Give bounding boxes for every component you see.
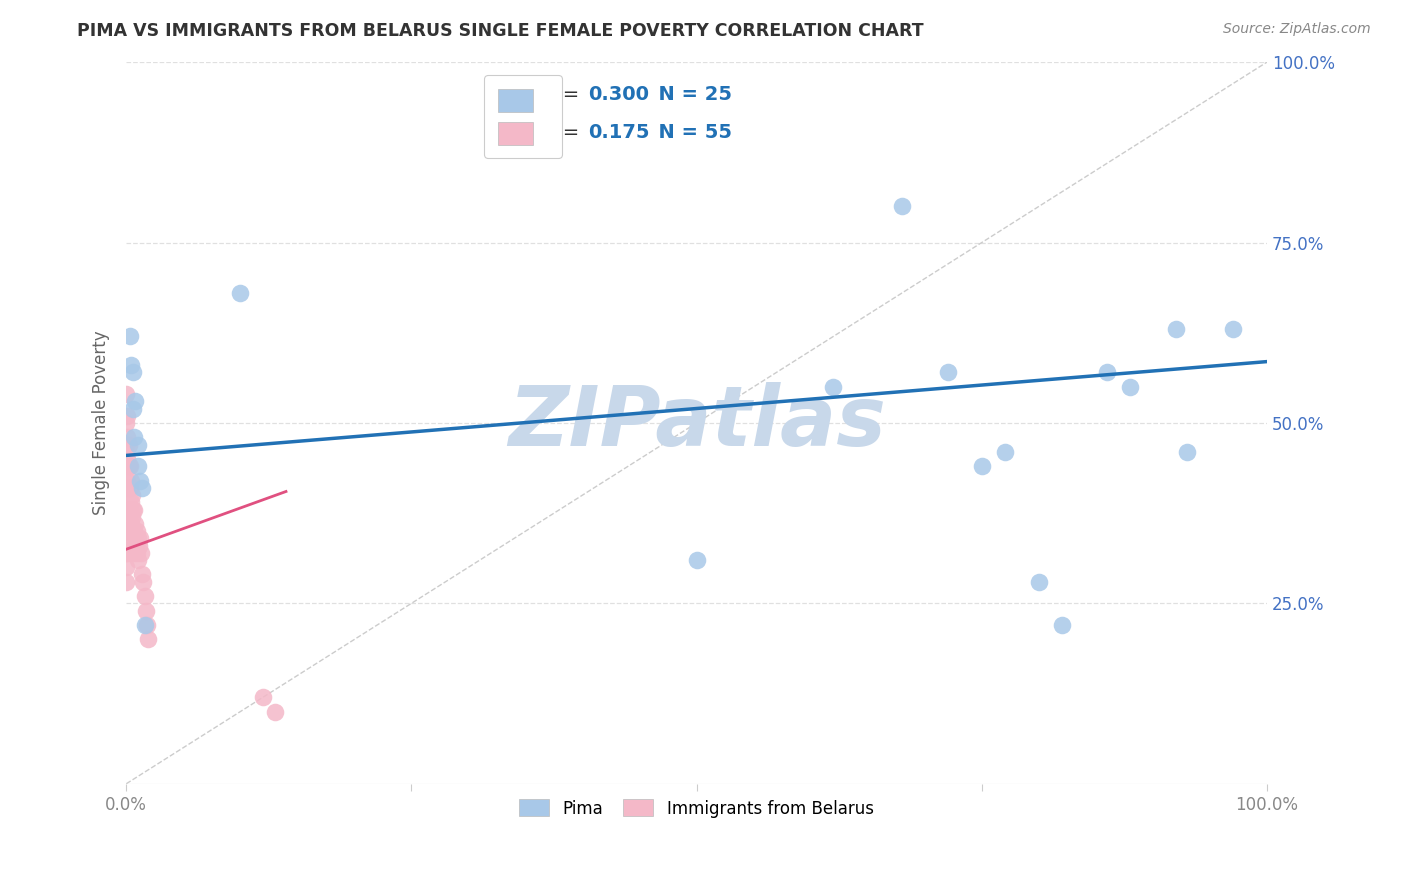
Text: 0.175: 0.175 (588, 123, 650, 143)
Point (229, 286, 252, 301)
Text: N = 55: N = 55 (645, 123, 733, 143)
Point (1095, 366, 1118, 380)
Point (122, 524, 145, 538)
Point (124, 546, 146, 560)
Point (1164, 322, 1187, 336)
Point (121, 509, 143, 524)
Point (127, 532, 149, 546)
Point (252, 690, 274, 705)
Legend: Pima, Immigrants from Belarus: Pima, Immigrants from Belarus (510, 791, 882, 826)
Point (124, 394, 146, 409)
Point (127, 459, 149, 474)
Point (118, 481, 141, 495)
Point (685, 553, 707, 567)
Point (117, 459, 139, 474)
Point (117, 474, 139, 488)
Point (129, 474, 152, 488)
Point (121, 488, 143, 502)
Point (1175, 445, 1198, 459)
Text: R =: R = (543, 123, 585, 143)
Point (131, 567, 153, 582)
Point (121, 532, 143, 546)
Point (124, 539, 146, 553)
Point (115, 437, 138, 451)
Point (115, 524, 138, 538)
Point (115, 546, 138, 560)
Text: ZIPatlas: ZIPatlas (508, 383, 886, 464)
Point (122, 401, 145, 416)
Point (124, 430, 146, 444)
Point (115, 574, 138, 589)
Text: Source: ZipAtlas.com: Source: ZipAtlas.com (1223, 22, 1371, 37)
Point (120, 495, 142, 509)
Point (129, 546, 152, 560)
Point (1222, 322, 1244, 336)
Point (118, 524, 141, 538)
Point (134, 618, 156, 632)
Point (120, 358, 142, 372)
Point (117, 481, 139, 495)
Point (117, 502, 139, 516)
Point (115, 481, 138, 495)
Point (117, 524, 139, 538)
Y-axis label: Single Female Poverty: Single Female Poverty (93, 331, 110, 516)
Point (128, 539, 150, 553)
Point (115, 416, 138, 430)
Text: 0.300: 0.300 (588, 85, 650, 104)
Point (1028, 574, 1050, 589)
Point (125, 524, 148, 538)
Point (117, 502, 139, 516)
Text: N = 25: N = 25 (645, 85, 733, 104)
Point (129, 532, 152, 546)
Point (117, 452, 139, 467)
Point (890, 199, 912, 213)
Point (124, 502, 146, 516)
Point (115, 387, 138, 401)
Point (135, 603, 157, 617)
Point (117, 524, 139, 538)
Point (135, 618, 157, 632)
Point (120, 539, 142, 553)
Point (823, 380, 845, 394)
Point (115, 459, 138, 474)
Point (134, 589, 156, 603)
Point (131, 481, 153, 495)
Point (115, 560, 138, 574)
Point (120, 474, 142, 488)
Point (120, 516, 142, 531)
Point (132, 574, 155, 589)
Point (117, 546, 139, 560)
Point (118, 502, 141, 516)
Point (117, 437, 139, 451)
Point (1119, 380, 1142, 394)
Point (122, 366, 145, 380)
Point (117, 430, 139, 444)
Point (125, 546, 148, 560)
Point (127, 437, 149, 451)
Point (124, 524, 146, 538)
Point (117, 409, 139, 423)
Text: R =: R = (543, 85, 585, 104)
Point (136, 632, 159, 647)
Point (263, 705, 285, 719)
Point (936, 366, 959, 380)
Text: PIMA VS IMMIGRANTS FROM BELARUS SINGLE FEMALE POVERTY CORRELATION CHART: PIMA VS IMMIGRANTS FROM BELARUS SINGLE F… (77, 22, 924, 40)
Point (115, 502, 138, 516)
Point (993, 445, 1015, 459)
Point (127, 553, 149, 567)
Point (970, 459, 993, 474)
Point (118, 329, 141, 343)
Point (124, 516, 146, 531)
Point (122, 502, 145, 516)
Point (1050, 618, 1073, 632)
Point (118, 459, 141, 474)
